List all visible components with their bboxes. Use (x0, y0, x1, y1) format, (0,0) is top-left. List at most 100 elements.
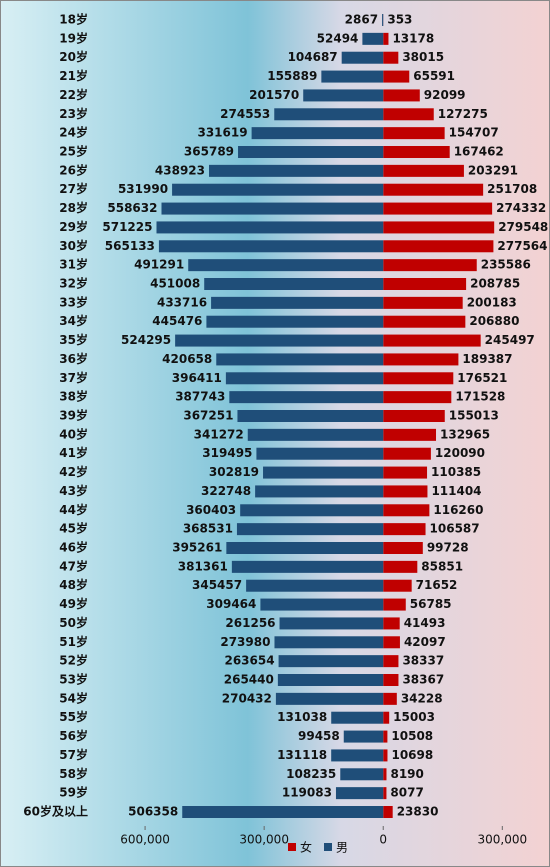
x-tick-label: 300,000 (477, 833, 527, 847)
category-label: 54岁 (59, 690, 88, 705)
value-label: 131118 (277, 748, 327, 762)
bar (229, 391, 384, 404)
value-label: 322748 (201, 484, 251, 498)
bar (211, 296, 384, 309)
category-label: 50岁 (59, 615, 88, 630)
legend-label: 男 (336, 841, 348, 855)
value-label: 302819 (209, 465, 259, 479)
bar (279, 617, 384, 630)
bar (383, 146, 450, 158)
bar (175, 334, 384, 347)
bar (236, 523, 384, 536)
category-label: 51岁 (59, 634, 88, 649)
category-label: 48岁 (59, 577, 88, 592)
value-label: 279548 (498, 220, 548, 234)
bar (225, 372, 384, 385)
bar (383, 636, 400, 649)
category-label: 19岁 (59, 30, 88, 45)
category-label: 43岁 (59, 483, 88, 498)
bar (383, 410, 445, 422)
value-label: 571225 (102, 220, 152, 234)
category-label: 36岁 (59, 351, 88, 366)
bar (216, 353, 384, 366)
bar (383, 523, 426, 536)
value-label: 154707 (449, 126, 499, 140)
value-label: 116260 (433, 503, 483, 517)
bar (331, 749, 384, 762)
legend-swatch (288, 843, 296, 851)
value-label: 132965 (440, 427, 490, 441)
value-label: 92099 (424, 88, 466, 102)
bar (383, 692, 397, 705)
value-label: 23830 (397, 805, 439, 819)
value-label: 131038 (277, 710, 327, 724)
value-label: 381361 (178, 559, 228, 573)
category-label: 18岁 (59, 12, 88, 27)
category-label: 59岁 (59, 785, 88, 800)
value-label: 367251 (183, 409, 233, 423)
value-label: 52494 (317, 31, 359, 45)
value-label: 270432 (222, 691, 272, 705)
bar (263, 466, 384, 479)
value-label: 319495 (202, 446, 252, 460)
category-label: 21岁 (59, 68, 88, 83)
value-label: 558632 (107, 201, 157, 215)
bar (206, 315, 384, 328)
value-label: 309464 (206, 597, 256, 611)
bar (226, 542, 384, 554)
bar (383, 749, 388, 762)
category-label: 60岁及以上 (23, 804, 88, 819)
bar (277, 674, 384, 686)
category-label: 47岁 (59, 558, 88, 573)
bar (260, 598, 384, 611)
value-label: 108235 (286, 767, 336, 781)
value-label: 110385 (431, 465, 481, 479)
category-label: 41岁 (59, 445, 88, 460)
bar (382, 14, 384, 26)
bar (238, 146, 384, 158)
bar (383, 674, 399, 686)
value-label: 127275 (438, 107, 488, 121)
value-label: 565133 (105, 239, 155, 253)
bar (383, 164, 464, 177)
category-label: 46岁 (59, 540, 88, 555)
bar (383, 183, 484, 196)
bar (383, 221, 495, 234)
value-label: 265440 (224, 673, 274, 687)
category-label: 32岁 (59, 276, 88, 291)
bar (383, 334, 481, 347)
value-label: 433716 (157, 295, 207, 309)
value-label: 155013 (449, 409, 499, 423)
bar (331, 711, 384, 724)
value-label: 10508 (391, 729, 433, 743)
category-label: 40岁 (59, 426, 88, 441)
bar (247, 428, 384, 441)
value-label: 10698 (391, 748, 433, 762)
bar (278, 655, 384, 668)
bar (383, 372, 454, 385)
bar (182, 806, 384, 818)
category-label: 52岁 (59, 653, 88, 668)
value-label: 491291 (134, 258, 184, 272)
category-label: 28岁 (59, 200, 88, 215)
bar (158, 240, 384, 253)
value-label: 261256 (225, 616, 275, 630)
value-label: 273980 (220, 635, 270, 649)
value-label: 8190 (390, 767, 423, 781)
category-label: 56岁 (59, 728, 88, 743)
bar (255, 485, 384, 498)
bar (275, 692, 384, 705)
value-label: 203291 (468, 163, 518, 177)
category-label: 58岁 (59, 766, 88, 781)
value-label: 167462 (454, 145, 504, 159)
value-label: 395261 (172, 541, 222, 555)
value-label: 2867 (345, 13, 378, 27)
bar (343, 730, 384, 743)
bar (274, 636, 384, 649)
bar (383, 447, 431, 460)
value-label: 120090 (435, 446, 485, 460)
category-label: 39岁 (59, 408, 88, 423)
value-label: 85851 (421, 559, 463, 573)
value-label: 38015 (402, 50, 444, 64)
bar (383, 504, 430, 517)
